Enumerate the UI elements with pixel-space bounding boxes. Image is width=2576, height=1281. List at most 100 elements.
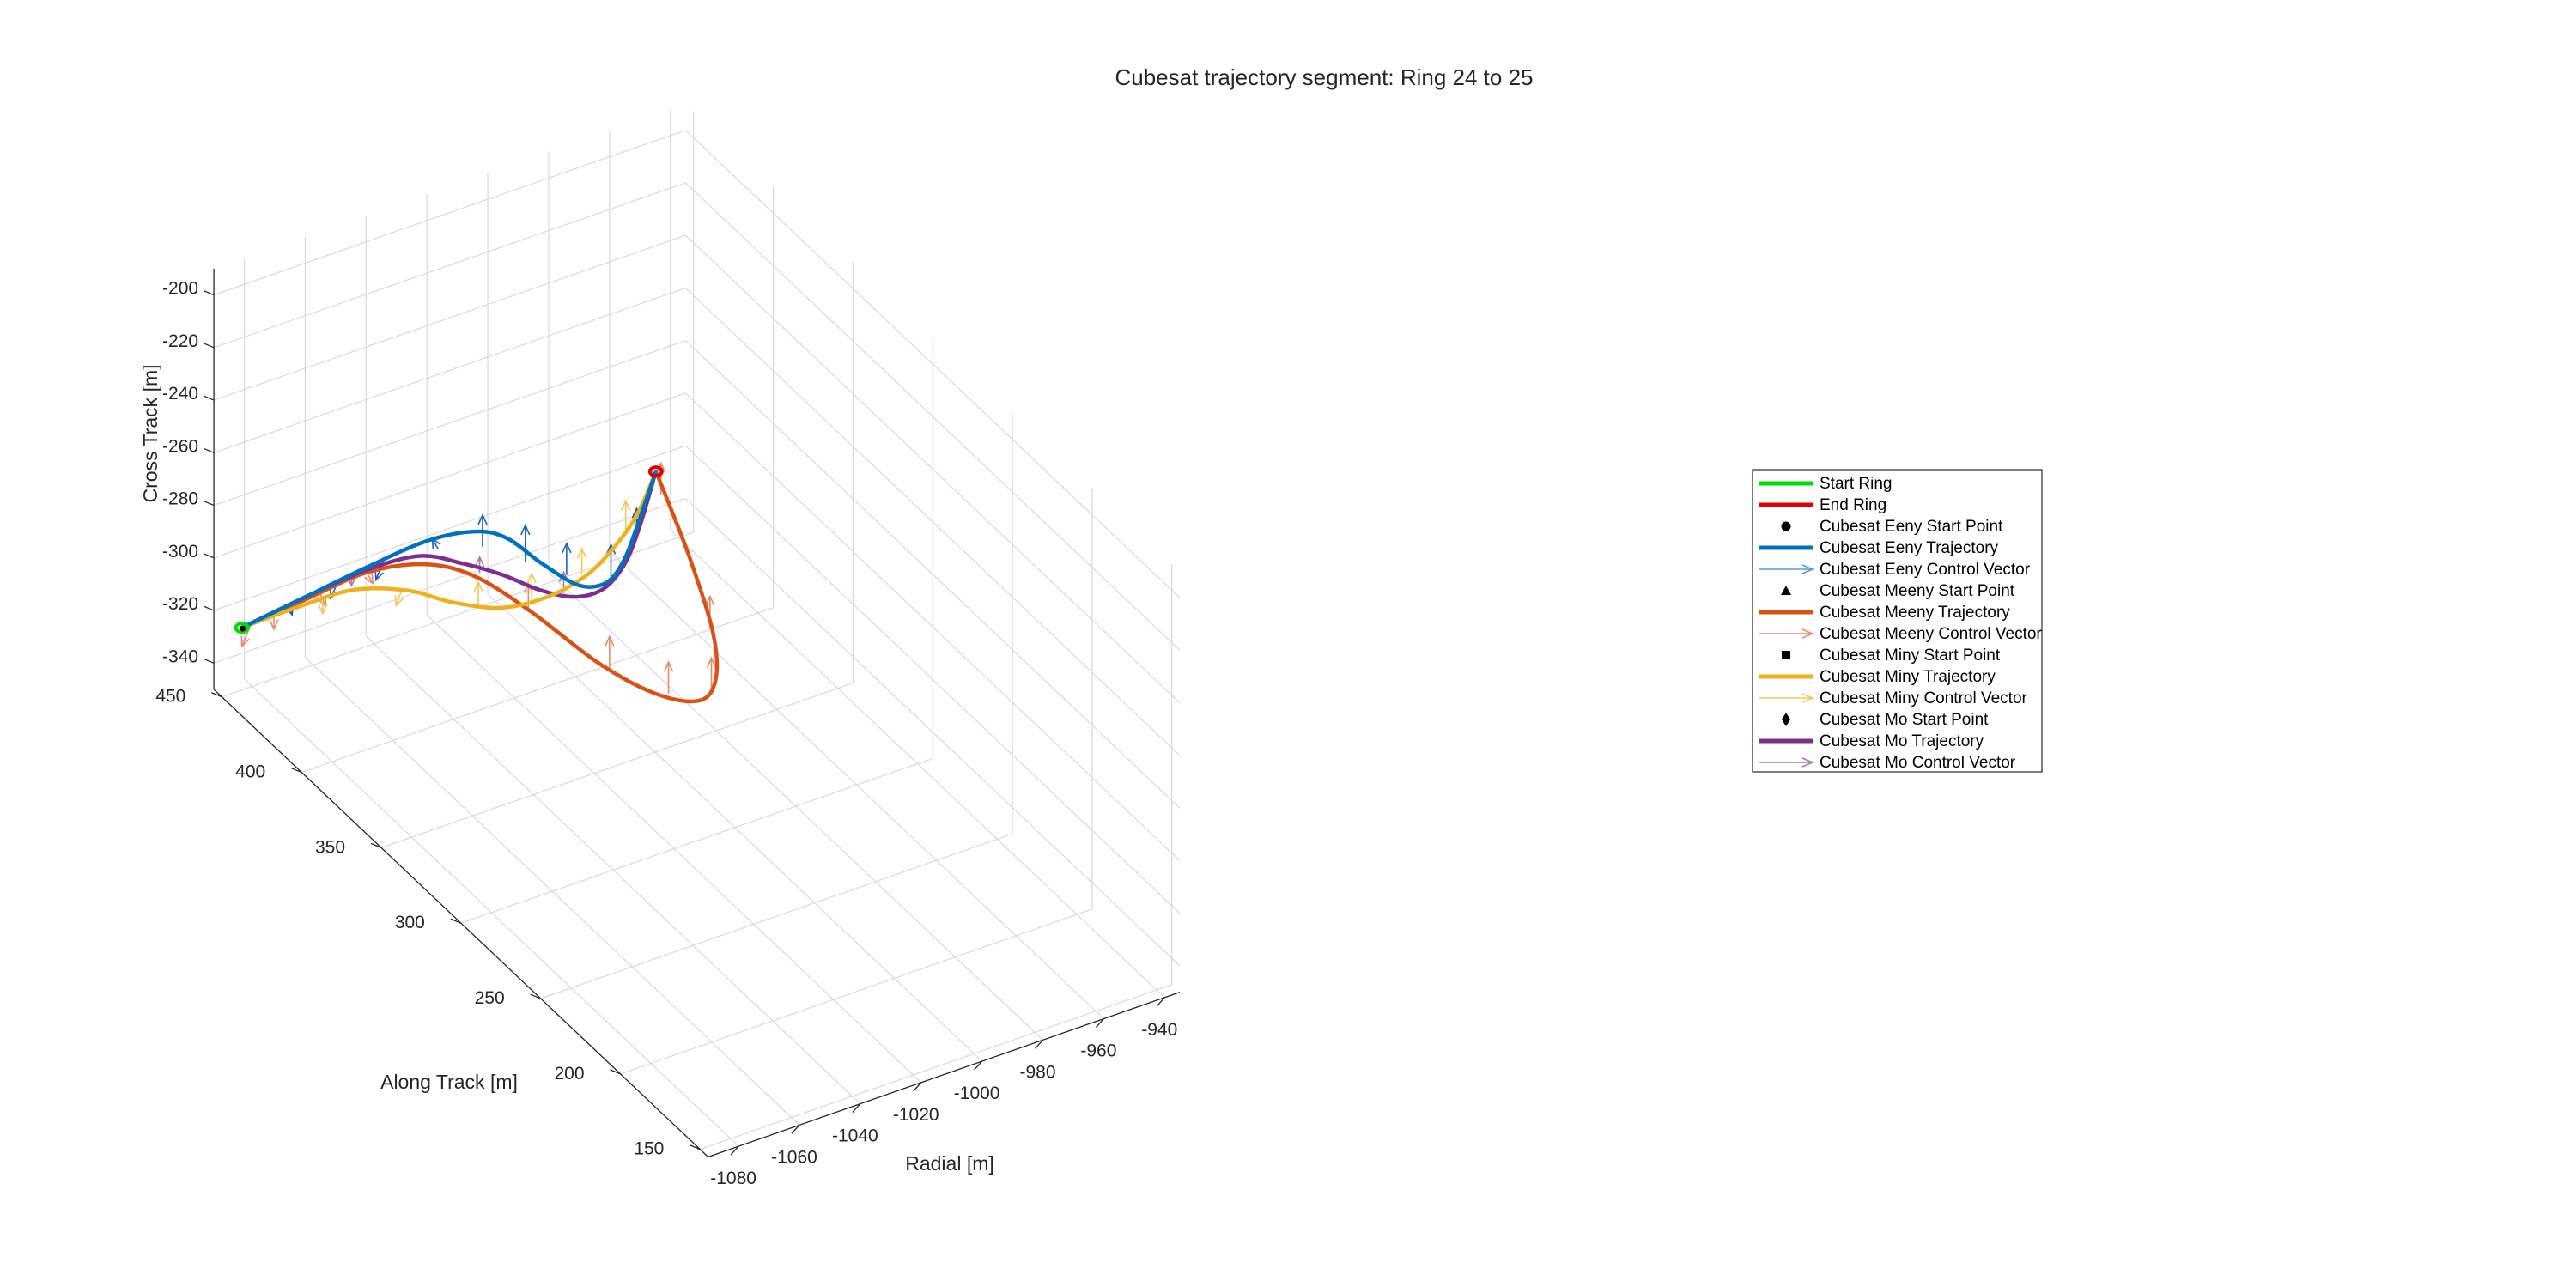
legend-entry: End Ring [1759,496,1886,514]
legend-entry: Cubesat Mo Control Vector [1759,754,2016,772]
z-tick-label: -240 [162,384,198,404]
grid-line [213,130,686,296]
control-vector-arrow [562,542,572,575]
grid-line [685,445,1181,914]
legend-label: End Ring [1820,496,1886,514]
rings [234,465,664,634]
legend-marker-square [1782,651,1790,659]
legend-entry: Cubesat Meeny Trajectory [1759,604,2010,622]
tick-labels: -1080 -1060 -1040 -1020 -1000 -980 -960 -940 150… [155,279,1177,1189]
grid-line [540,833,1013,999]
grid-line [685,340,1181,809]
grid-line [213,182,686,349]
arrow-head [562,542,572,554]
grid-line [685,392,1181,861]
x-tick [913,1082,922,1092]
z-tick [203,605,215,611]
arrow-head [364,573,374,586]
y-axis-label: Along Track [m] [380,1071,518,1093]
z-tick [203,289,215,296]
control-vector-arrow [605,634,615,669]
x-tick-label: -960 [1080,1041,1116,1061]
grid-line [685,182,1181,651]
legend-label: Cubesat Meeny Trajectory [1820,604,2010,622]
grid-line [685,287,1181,756]
ring-marker [647,465,664,478]
legend-marker-diamond [1782,713,1790,726]
control-vector-arrow [663,660,674,694]
arrow-head [705,594,715,606]
x-axis-label: Radial [m] [905,1152,994,1175]
grid-line [460,757,933,924]
x-tick-label: -940 [1141,1020,1177,1040]
control-vector-arrow [394,589,404,607]
legend: Start Ring End Ring Cubesat Eeny Start Poi… [1752,469,2043,773]
trajectory-line [240,469,659,630]
x-tick [730,1145,739,1156]
z-tick-label: -220 [162,331,198,351]
legend-entry: Cubesat Eeny Trajectory [1759,539,1999,557]
control-vector-arrow [474,555,485,574]
x-tick-label: -980 [1019,1062,1055,1082]
arrow-head [269,619,279,631]
arrow-shaft [395,589,403,606]
legend-entry: Cubesat Mo Trajectory [1759,732,1984,750]
legend-label: Cubesat Miny Control Vector [1820,689,2028,707]
y-tick [610,1069,621,1075]
x-tick-label: -1020 [893,1105,939,1125]
legend-entry: Cubesat Eeny Start Point [1781,518,2003,536]
legend-entry: Cubesat Miny Start Point [1782,647,2001,665]
legend-label: Cubesat Miny Start Point [1820,647,2001,665]
grid-line [213,445,686,611]
legend-label: Cubesat Eeny Control Vector [1820,561,2031,579]
arrow-shaft [366,572,374,585]
legend-label: Start Ring [1820,475,1892,493]
arrow-head [318,604,328,616]
legend-swatch-arrowhead [1801,693,1814,703]
axes-grid [213,109,1181,1150]
legend-entry: Cubesat Mo Start Point [1782,711,1989,729]
grid-line [700,984,1172,1150]
y-tick-label: 350 [315,837,345,857]
y-tick [290,767,302,774]
x-tick [1095,1018,1104,1028]
legend-entry: Cubesat Eeny Control Vector [1759,561,2031,579]
y-tick-label: 450 [155,687,185,707]
control-vector-arrow [318,600,328,616]
control-vector-arrow [364,572,374,586]
legend-box [1752,469,2043,773]
grid-line [685,497,1181,967]
legend-label: Cubesat Mo Start Point [1820,711,1989,729]
arrow-head [656,461,666,473]
x-tick-label: -1040 [832,1126,878,1146]
grid-line [685,234,1181,704]
arrow-head [473,580,483,592]
legend-swatch-arrowhead [1801,757,1814,768]
arrow-head [576,547,587,559]
legend-swatch-arrowhead [1801,564,1814,574]
arrow-head [477,513,488,525]
z-tick-label: -340 [162,647,198,666]
trajectories [240,469,720,704]
legend-marker-circle [1781,521,1791,531]
arrow-head [621,499,631,511]
grid-line [213,340,686,507]
x-tick [974,1060,983,1071]
z-tick-label: -320 [162,594,198,614]
y-tick-label: 250 [475,988,505,1008]
control-vector-arrow [473,580,483,606]
z-tick [203,658,215,664]
arrow-head [240,635,251,648]
legend-entry: Cubesat Miny Trajectory [1759,668,1996,686]
legend-label: Cubesat Eeny Start Point [1820,518,2003,536]
grid-line [380,682,854,848]
legend-entry: Cubesat Miny Control Vector [1759,689,2028,707]
trajectory-line [240,469,659,630]
z-tick [203,553,215,559]
legend-label: Cubesat Miny Trajectory [1820,668,1996,686]
y-tick [450,918,462,924]
x-tick [1156,997,1165,1007]
legend-entry: Cubesat Meeny Control Vector [1759,625,2042,643]
x-tick-label: -1080 [710,1169,756,1188]
